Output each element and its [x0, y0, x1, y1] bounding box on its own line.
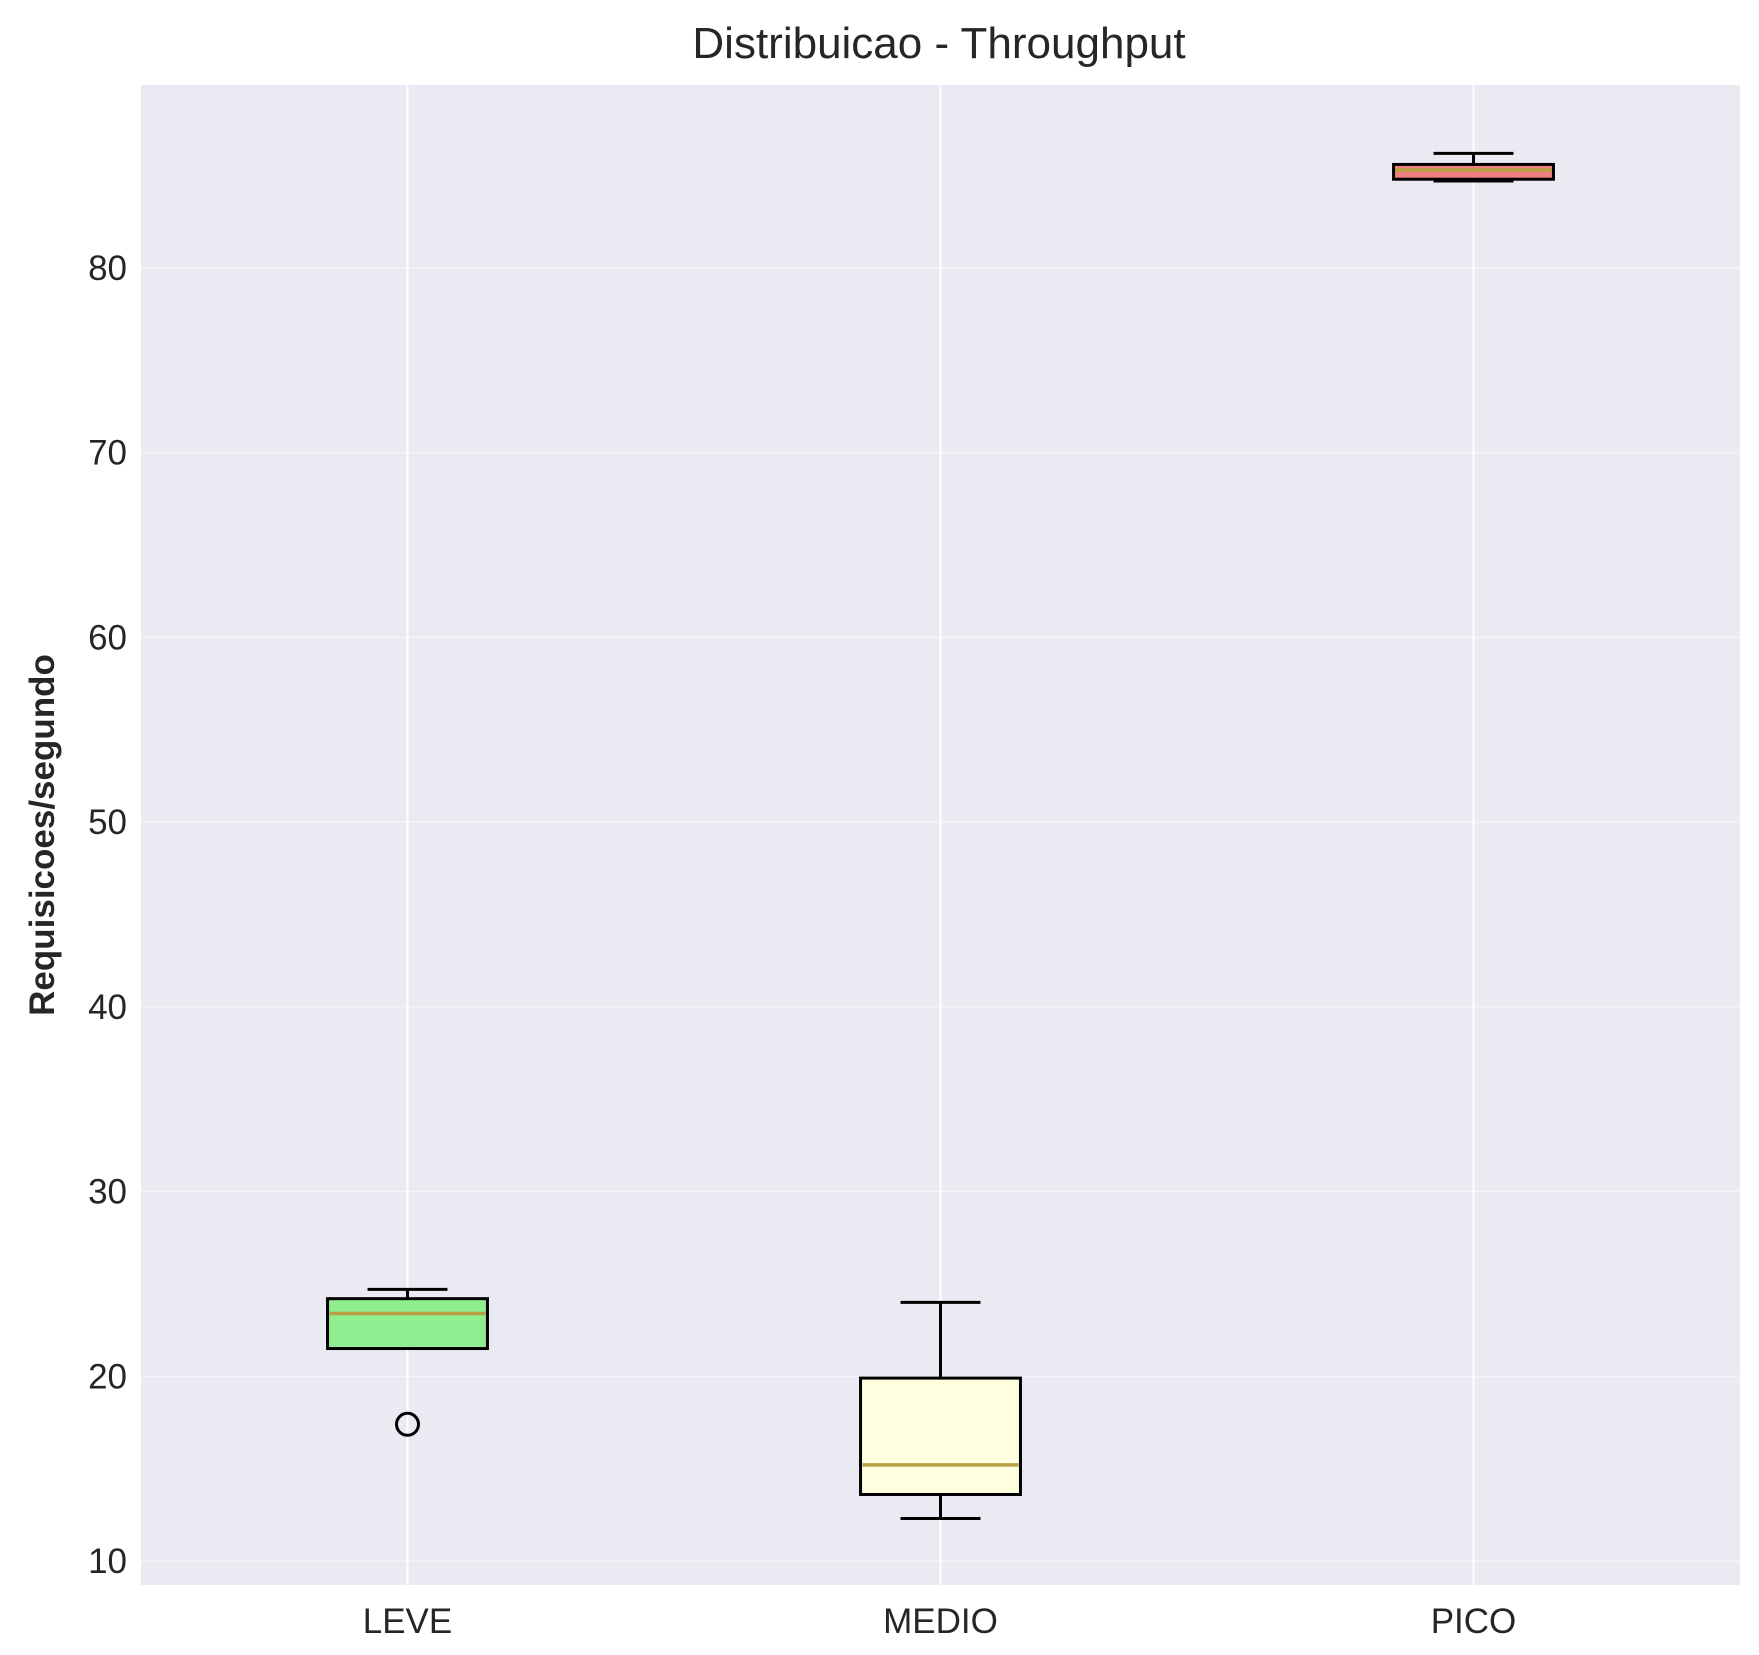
box-pico — [1392, 151, 1555, 183]
x-axis-ticks: LEVE MEDIO PICO — [363, 1602, 1517, 1641]
x-tick-label: PICO — [1431, 1602, 1517, 1641]
y-tick-label: 10 — [88, 1542, 127, 1581]
y-tick-label: 40 — [88, 988, 127, 1027]
y-axis-label: Requisicoes/segundo — [23, 654, 62, 1016]
outlier-point — [395, 1411, 420, 1437]
box-iqr — [1392, 162, 1555, 181]
y-tick-label: 70 — [88, 434, 127, 473]
y-tick-label: 20 — [88, 1357, 127, 1396]
box-medio — [859, 1300, 1022, 1520]
y-tick-label: 50 — [88, 803, 127, 842]
chart-title: Distribuicao - Throughput — [692, 19, 1185, 68]
box-iqr — [326, 1297, 489, 1351]
y-axis-ticks: 10 20 30 40 50 60 70 80 — [88, 249, 127, 1581]
box-iqr — [859, 1376, 1022, 1496]
y-tick-label: 30 — [88, 1173, 127, 1212]
x-tick-label: MEDIO — [883, 1602, 998, 1641]
y-tick-label: 60 — [88, 618, 127, 657]
box-leve — [326, 1287, 489, 1437]
x-tick-label: LEVE — [363, 1602, 453, 1641]
y-tick-label: 80 — [88, 249, 127, 288]
boxes — [326, 151, 1555, 1520]
